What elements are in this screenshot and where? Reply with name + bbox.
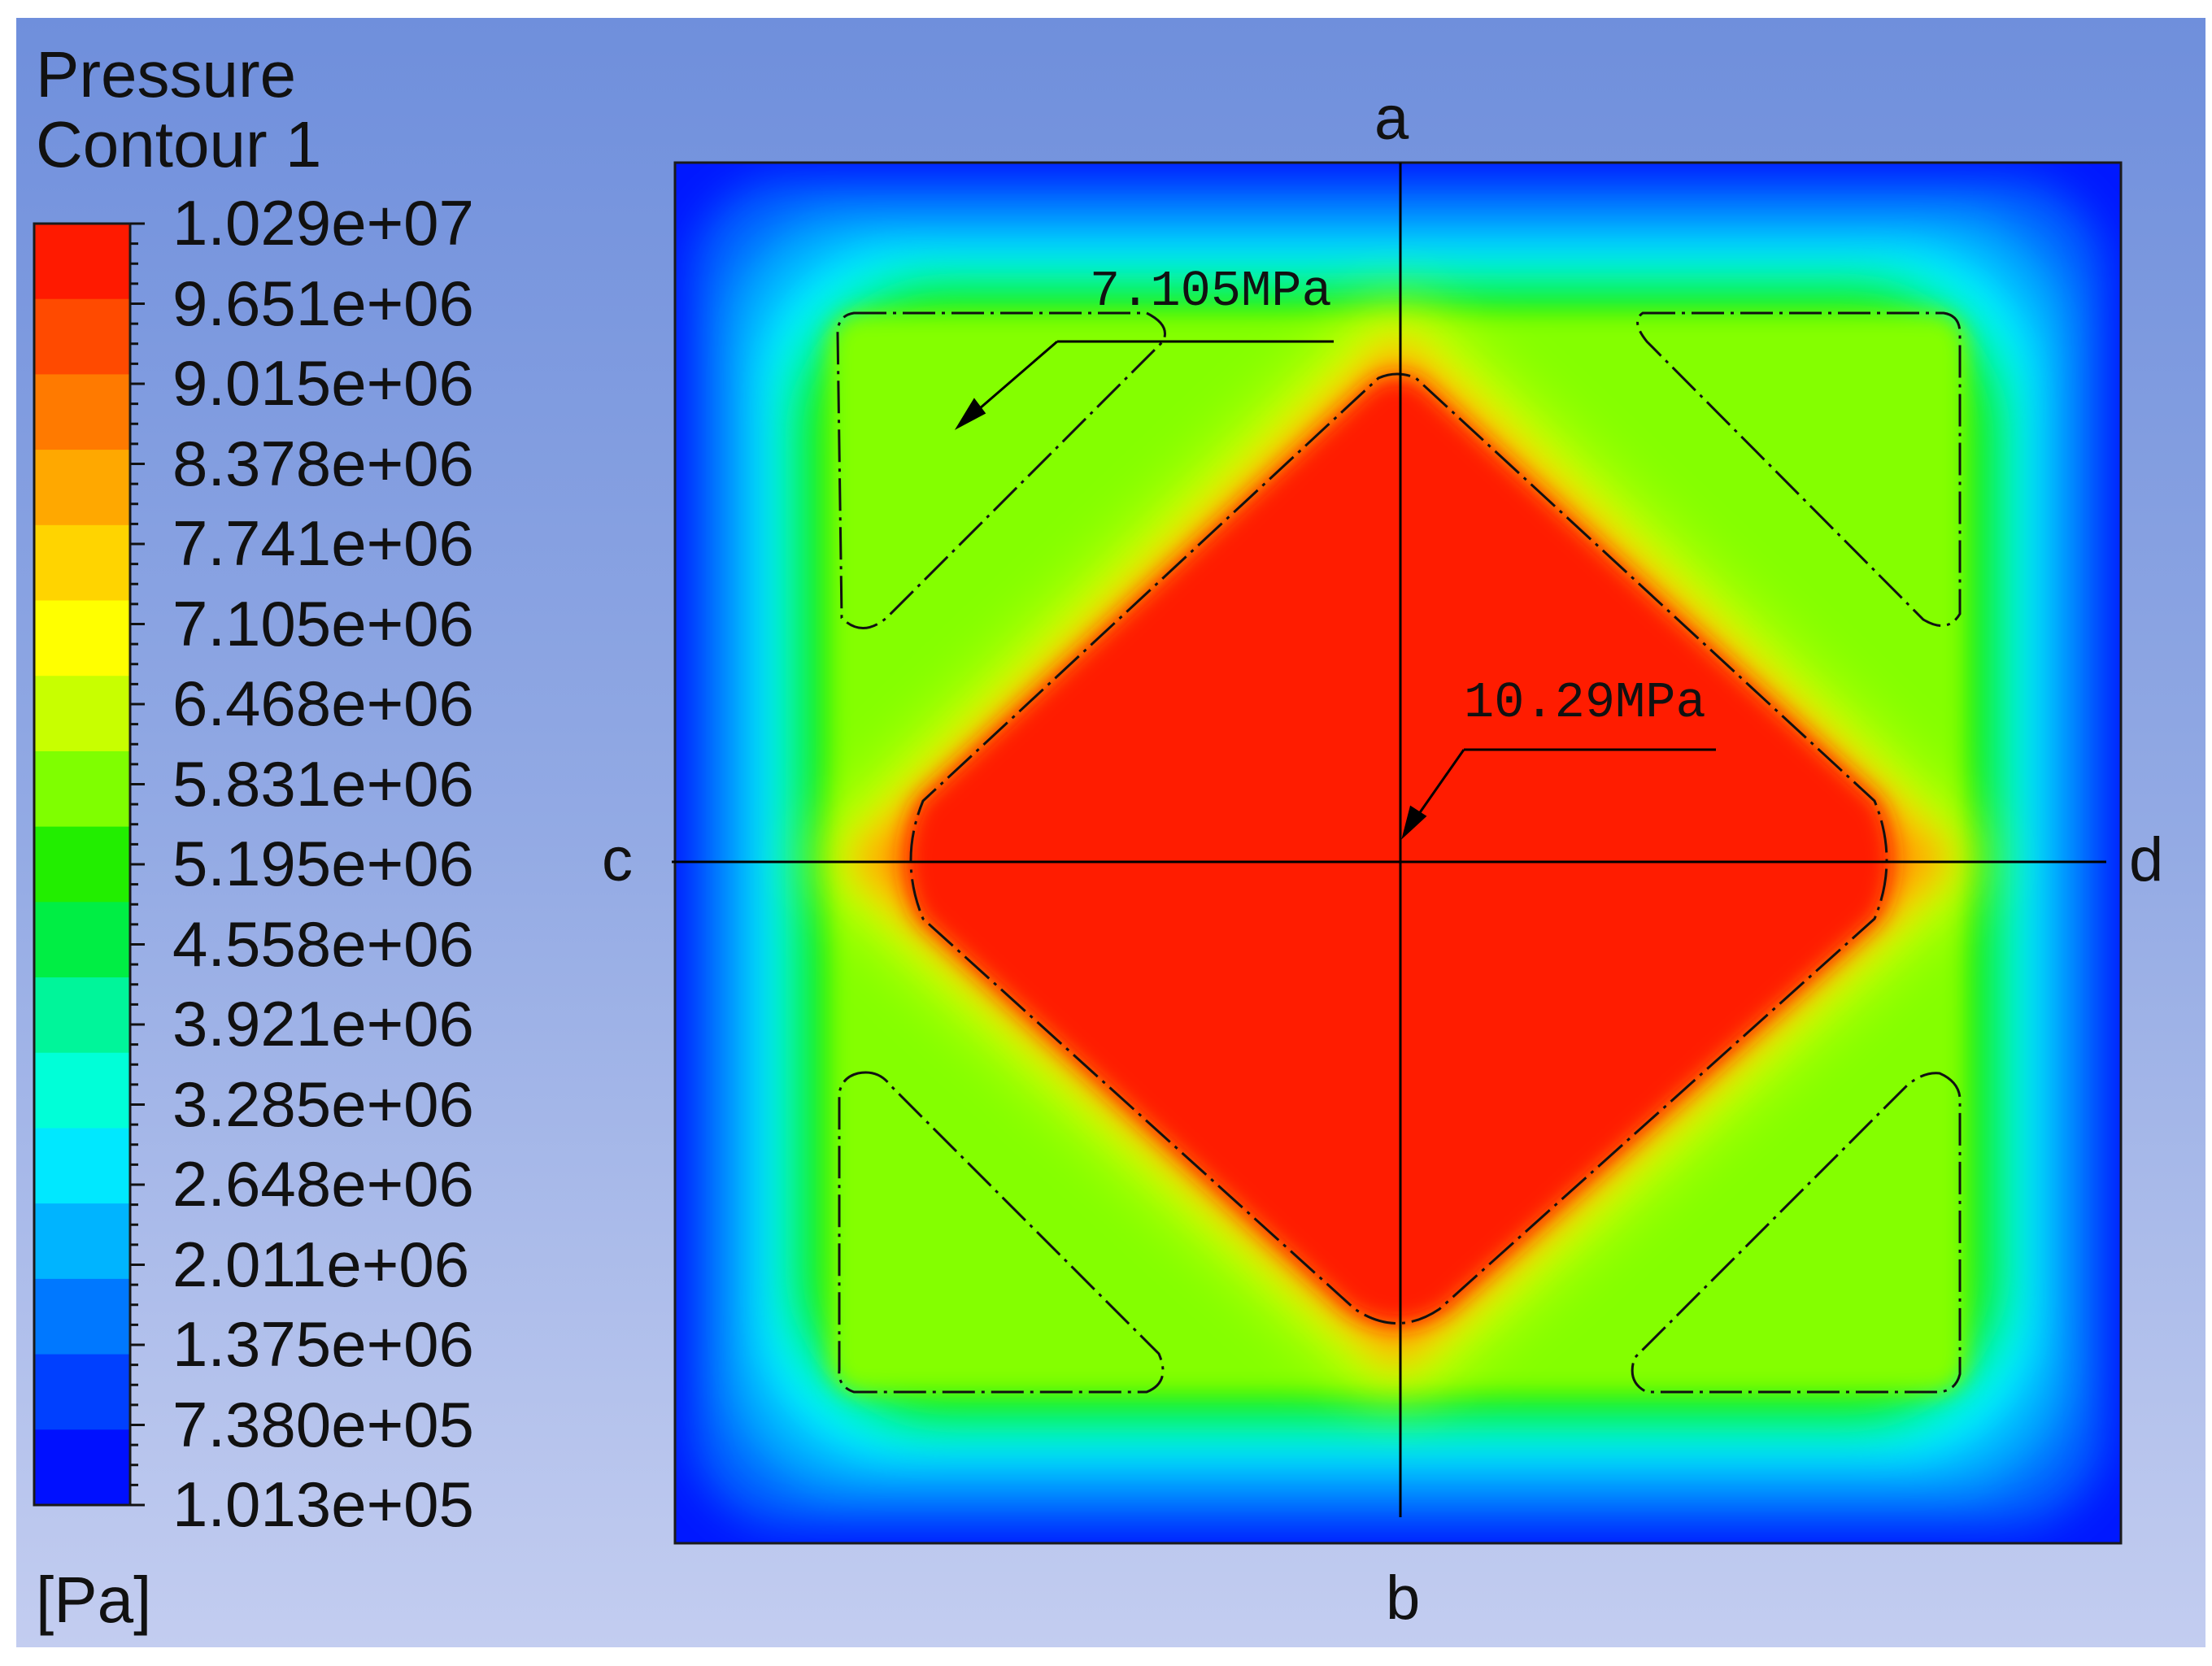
- legend-tick-label: 2.648e+06: [172, 1148, 474, 1220]
- legend-tick-label: 7.380e+05: [172, 1388, 474, 1460]
- legend-tick-label: 7.105e+06: [172, 587, 474, 659]
- legend-color-band: [34, 1052, 130, 1129]
- contour-field: [675, 163, 2121, 1543]
- legend-tick-label: 3.285e+06: [172, 1068, 474, 1140]
- legend-tick-label: 1.029e+07: [172, 187, 474, 259]
- legend-tick-label: 7.741e+06: [172, 507, 474, 579]
- legend-color-band: [34, 298, 130, 376]
- axis-label-b: b: [1386, 1564, 1421, 1633]
- legend-title-line2: Contour 1: [36, 108, 322, 181]
- legend-color-band: [34, 524, 130, 602]
- axis-label-c: c: [602, 825, 633, 894]
- legend-color-band: [34, 750, 130, 828]
- legend-tick-marks: [130, 222, 145, 1507]
- legend-tick-label: 8.378e+06: [172, 427, 474, 499]
- legend-tick-label: 9.651e+06: [172, 267, 474, 339]
- legend-color-band: [34, 1128, 130, 1205]
- legend-tick-label: 6.468e+06: [172, 668, 474, 739]
- annotation-leader-7105: [954, 340, 1334, 430]
- plot-frame: [673, 161, 2123, 1545]
- axis-label-d: d: [2129, 825, 2164, 894]
- legend-tick-label: 1.013e+05: [172, 1468, 474, 1540]
- legend-color-band: [34, 450, 130, 526]
- legend-color-band: [34, 826, 130, 903]
- legend-tick-label: 5.831e+06: [172, 747, 474, 820]
- legend-color-band: [34, 224, 130, 300]
- annotation-7105mpa: 7.105MPa: [1090, 263, 1332, 320]
- legend-color-band: [34, 1354, 130, 1431]
- legend-color-band: [34, 600, 130, 677]
- legend-unit: [Pa]: [36, 1564, 152, 1636]
- annotation-leader-1029: [1401, 748, 1716, 840]
- legend-color-band: [34, 676, 130, 752]
- legend-tick-label: 4.558e+06: [172, 907, 474, 980]
- legend-color-band: [34, 902, 130, 979]
- legend-color-band: [34, 1429, 130, 1506]
- legend-tick-label: 5.195e+06: [172, 828, 474, 899]
- boundary-lines: [836, 311, 1962, 1394]
- legend-color-band: [34, 977, 130, 1054]
- legend-tick-label: 9.015e+06: [172, 347, 474, 419]
- legend-color-band: [34, 1203, 130, 1280]
- legend-title-line1: Pressure: [36, 38, 297, 111]
- legend-color-band: [34, 1278, 130, 1355]
- legend-color-band: [34, 374, 130, 451]
- legend-colorbar: [34, 224, 130, 1506]
- legend-tick-label: 1.375e+06: [172, 1308, 474, 1380]
- legend-tick-label: 2.011e+06: [172, 1228, 470, 1300]
- axis-label-a: a: [1374, 84, 1409, 153]
- legend-tick-label: 3.921e+06: [172, 988, 474, 1059]
- annotation-1029mpa: 10.29MPa: [1464, 674, 1706, 732]
